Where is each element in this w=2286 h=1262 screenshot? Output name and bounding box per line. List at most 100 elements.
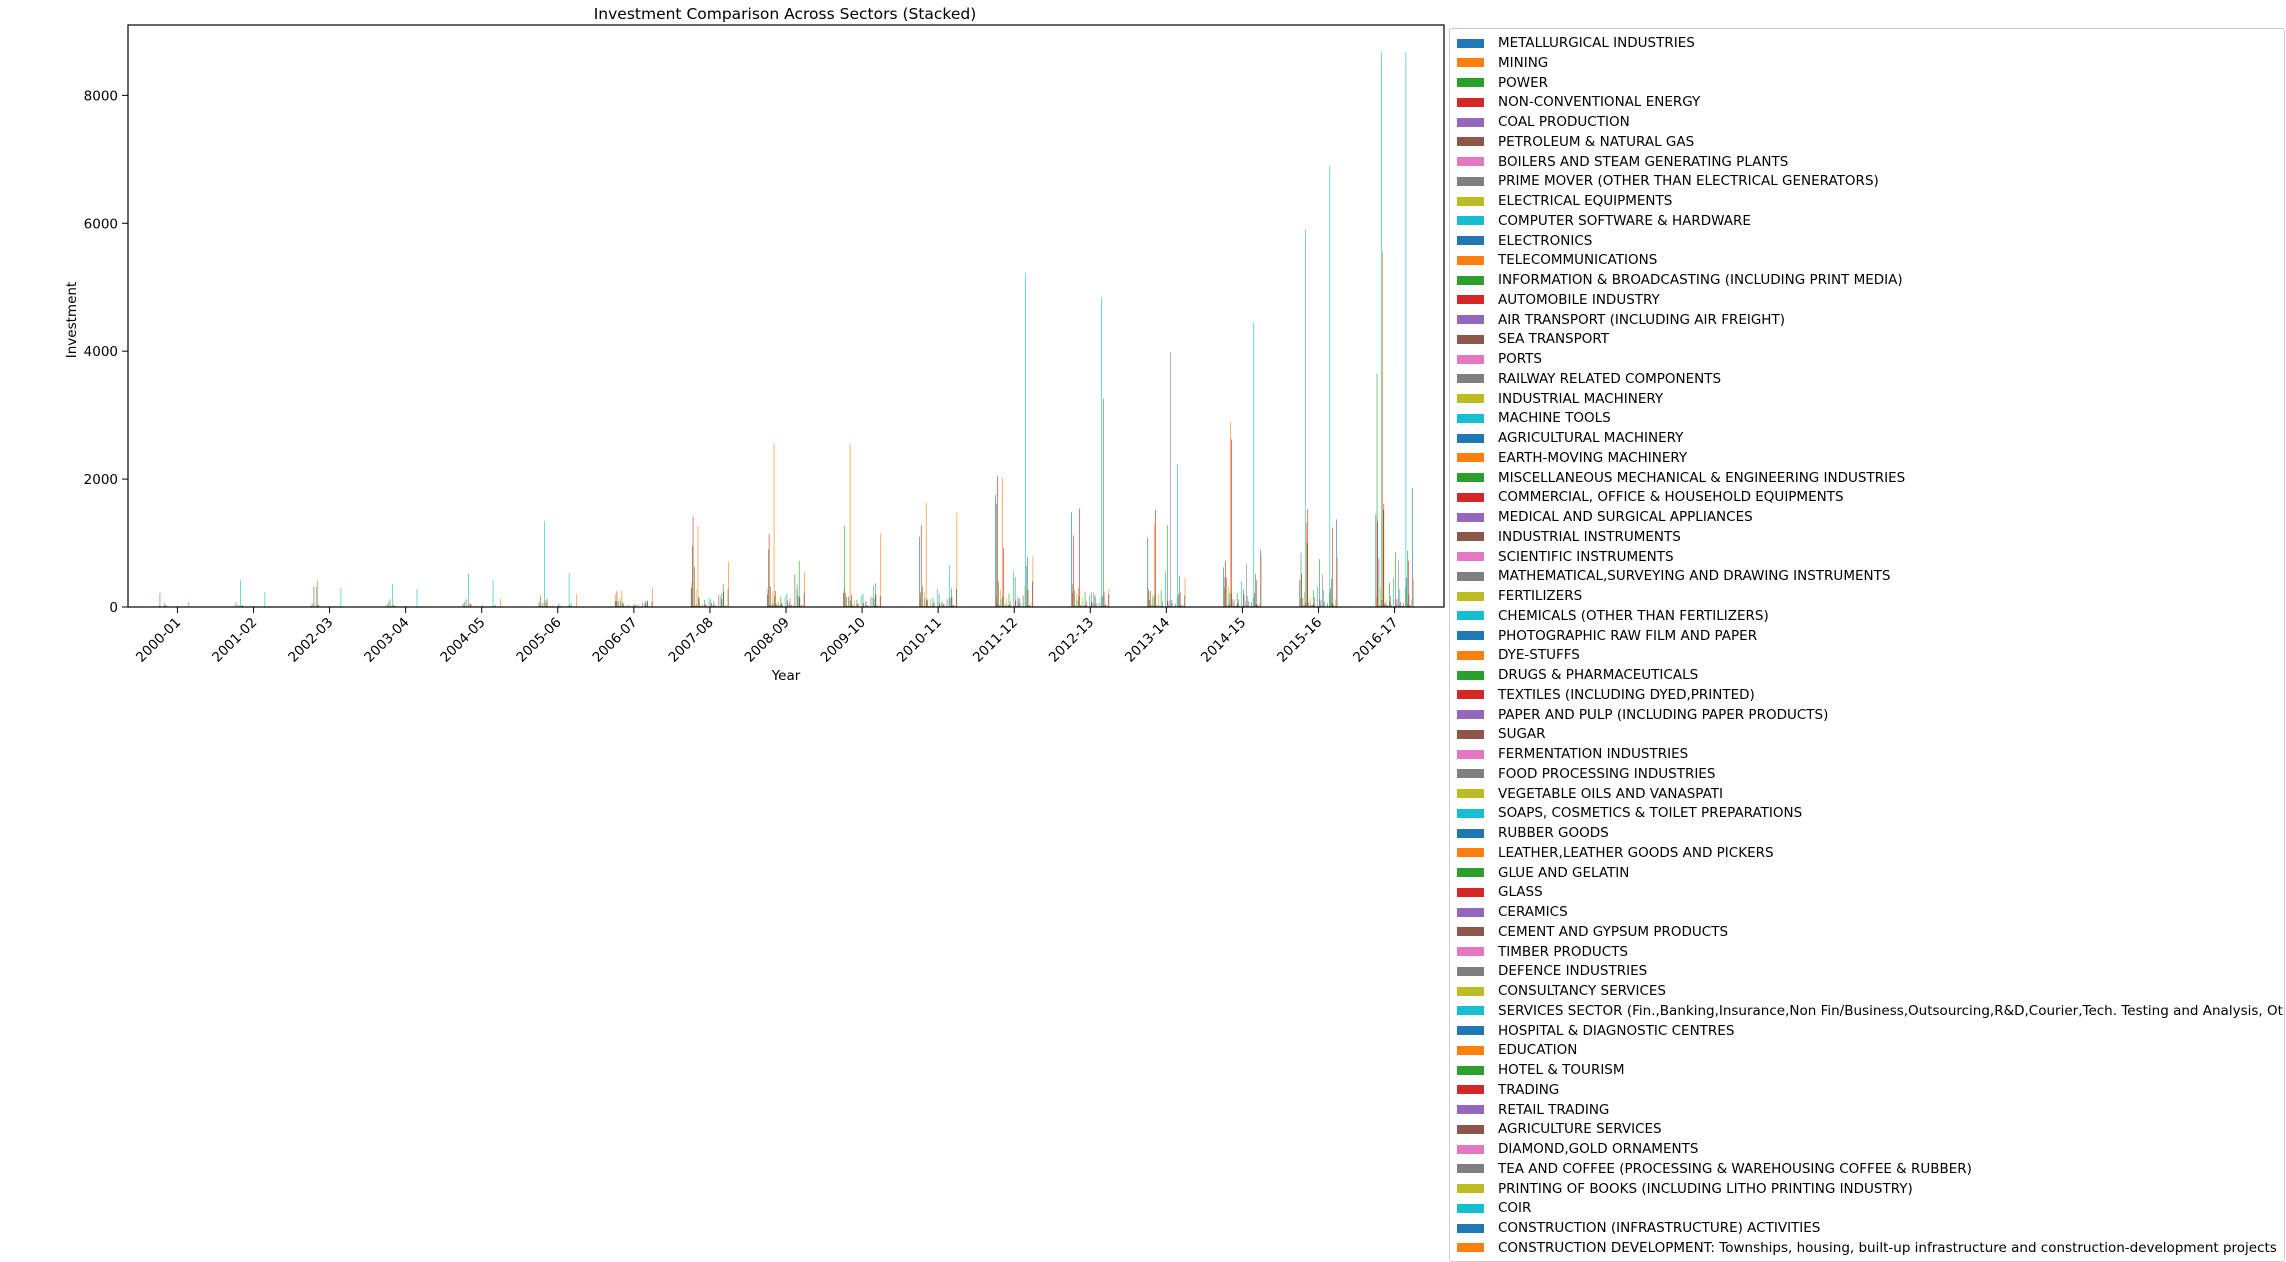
bar	[926, 600, 928, 607]
legend: METALLURGICAL INDUSTRIES MINING POWER NON-C…	[1449, 28, 2285, 1262]
bar	[721, 599, 723, 607]
bar	[698, 598, 700, 607]
legend-label: SUGAR	[1498, 726, 1546, 743]
x-tick-label: 2002-03	[285, 615, 336, 666]
bar	[1387, 605, 1388, 607]
bar	[1223, 567, 1225, 607]
bar	[158, 605, 160, 607]
bar	[165, 605, 167, 607]
bar	[1230, 593, 1232, 607]
bar	[1000, 599, 1002, 607]
legend-item: CHEMICALS (OTHER THAN FERTILIZERS)	[1450, 606, 1769, 626]
legend-swatch	[1457, 848, 1484, 858]
bar	[1229, 604, 1231, 607]
bar	[722, 583, 724, 607]
bar	[766, 594, 768, 607]
bar	[1323, 590, 1324, 607]
bar	[1307, 509, 1309, 607]
bar	[924, 598, 926, 607]
bar	[1385, 605, 1387, 607]
bar	[1166, 525, 1168, 607]
bar	[1008, 593, 1010, 607]
bar	[789, 598, 791, 607]
bar	[632, 605, 634, 607]
bar	[1333, 605, 1334, 607]
bar	[782, 605, 783, 607]
bar	[1249, 605, 1251, 607]
bar	[317, 604, 319, 607]
legend-label: MISCELLANEOUS MECHANICAL & ENGINEERING I…	[1498, 469, 1906, 486]
legend-swatch	[1457, 1144, 1484, 1154]
bar	[878, 605, 880, 607]
legend-label: TELECOMMUNICATIONS	[1498, 252, 1658, 269]
bar	[1322, 604, 1324, 607]
bar	[1328, 592, 1330, 607]
legend-item: VEGETABLE OILS AND VANASPATI	[1450, 784, 1723, 804]
bar	[1171, 602, 1173, 607]
bar	[470, 603, 472, 607]
legend-label: MACHINE TOOLS	[1498, 410, 1611, 427]
y-axis: 0 2000 4000 6000 8000	[84, 88, 128, 616]
x-axis-label: Year	[771, 668, 801, 684]
bar	[1108, 589, 1110, 607]
bar	[1178, 605, 1180, 607]
bar	[1002, 596, 1004, 607]
legend-item: AUTOMOBILE INDUSTRY	[1450, 290, 1660, 310]
bar	[848, 597, 850, 607]
bar	[1108, 594, 1109, 607]
bar	[242, 605, 244, 607]
bar	[386, 605, 388, 607]
bar	[942, 605, 944, 607]
legend-item: HOSPITAL & DIAGNOSTIC CENTRES	[1450, 1021, 1734, 1041]
bar	[1409, 605, 1410, 607]
bar	[875, 594, 877, 607]
legend-swatch	[1457, 413, 1484, 423]
legend-item: BOILERS AND STEAM GENERATING PLANTS	[1450, 152, 1788, 172]
bar	[1162, 601, 1163, 607]
bar	[1412, 488, 1413, 607]
legend-swatch	[1457, 492, 1484, 502]
bar	[1254, 604, 1256, 607]
legend-item: AGRICULTURAL MACHINERY	[1450, 428, 1683, 448]
bar	[470, 605, 471, 607]
bar	[1079, 508, 1080, 607]
bar	[1106, 605, 1108, 607]
bar	[1160, 590, 1162, 607]
legend-item: TEXTILES (INCLUDING DYED,PRINTED)	[1450, 685, 1755, 705]
bar	[540, 595, 541, 607]
legend-item: TELECOMMUNICATIONS	[1450, 250, 1657, 270]
legend-swatch	[1457, 927, 1484, 937]
bar	[1028, 605, 1030, 607]
bar	[770, 586, 771, 607]
bar	[949, 565, 950, 607]
bar	[790, 605, 792, 607]
x-tick-label: 2011-12	[970, 615, 1021, 666]
bar	[569, 605, 571, 607]
bar	[644, 600, 646, 607]
legend-item: COMPUTER SOFTWARE & HARDWARE	[1450, 211, 1751, 231]
legend-swatch	[1457, 552, 1484, 561]
bar	[624, 605, 626, 607]
legend-item: INFORMATION & BROADCASTING (INCLUDING PR…	[1450, 270, 1903, 290]
y-tick-label: 0	[109, 600, 118, 616]
bar	[1102, 605, 1104, 607]
bar	[797, 584, 798, 607]
bar	[1246, 604, 1248, 607]
bar	[874, 583, 876, 607]
bar	[1302, 598, 1304, 607]
bar	[1095, 603, 1097, 607]
bar	[1312, 590, 1314, 607]
bar	[920, 592, 921, 607]
bar	[1333, 605, 1335, 607]
legend-item: CONSULTANCY SERVICES	[1450, 981, 1666, 1001]
bar	[1381, 51, 1382, 608]
bar	[1150, 591, 1152, 607]
bar	[954, 605, 956, 607]
bar	[1005, 605, 1007, 607]
bar	[1025, 566, 1027, 607]
x-tick-label: 2008-09	[742, 615, 793, 666]
bar	[576, 594, 577, 607]
legend-label: RETAIL TRADING	[1498, 1101, 1610, 1118]
bar	[1151, 604, 1153, 607]
bar	[1380, 587, 1382, 607]
